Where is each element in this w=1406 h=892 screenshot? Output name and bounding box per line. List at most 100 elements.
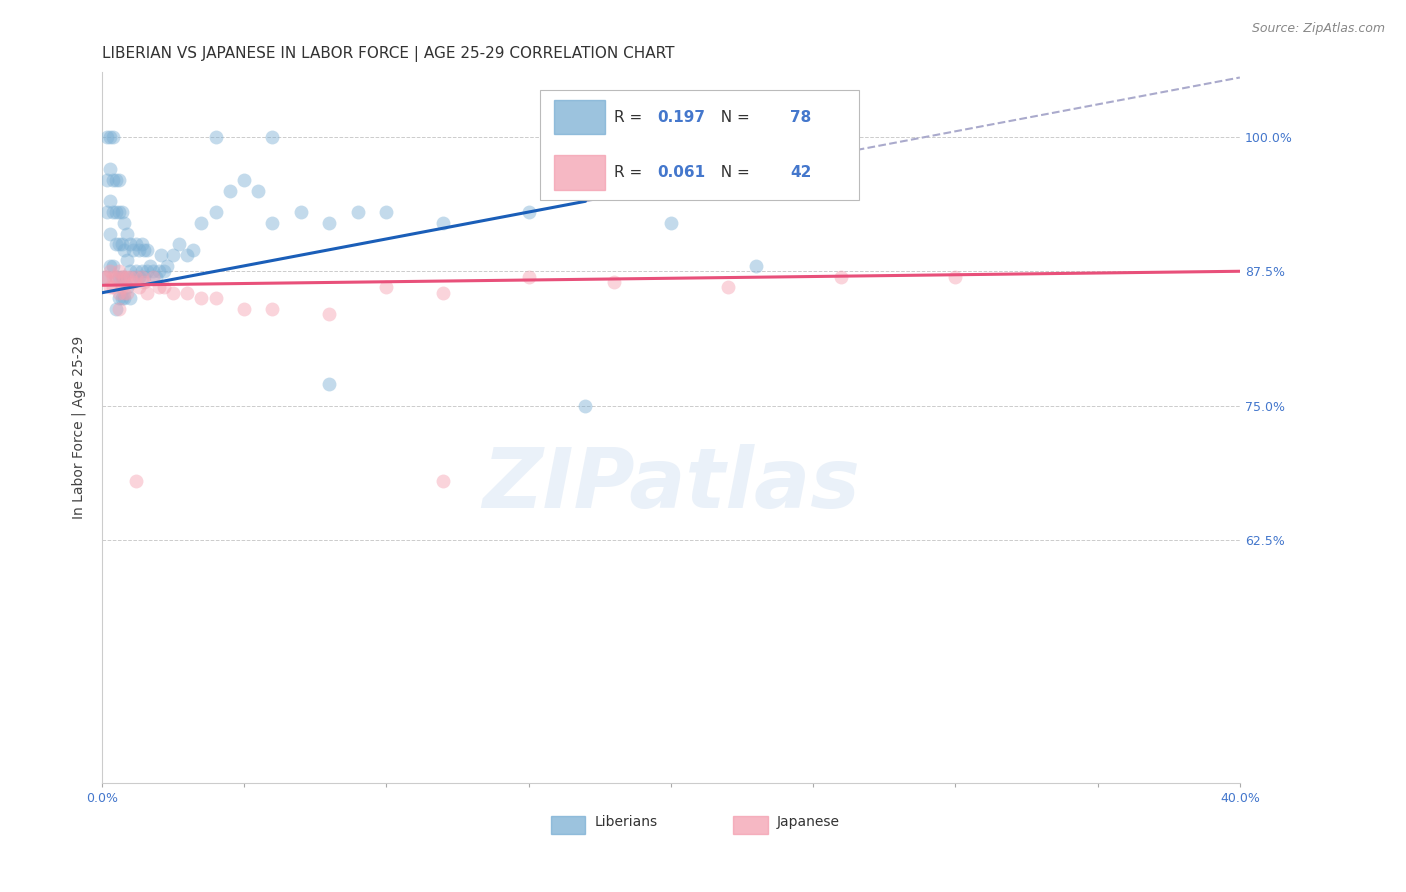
Point — [98, 264, 121, 278]
Point — [96, 129, 118, 144]
Point — [101, 173, 124, 187]
Point — [233, 301, 256, 316]
Point — [136, 264, 159, 278]
Point — [131, 269, 153, 284]
Point — [117, 253, 139, 268]
Point — [93, 269, 115, 284]
Point — [111, 291, 134, 305]
Point — [717, 280, 740, 294]
Point — [125, 269, 148, 284]
Text: Liberians: Liberians — [595, 814, 658, 829]
Point — [142, 269, 165, 284]
Point — [104, 205, 127, 219]
Point — [101, 280, 124, 294]
Point — [114, 285, 136, 300]
Point — [218, 184, 240, 198]
Point — [148, 264, 170, 278]
Point — [204, 205, 226, 219]
Text: N =: N = — [710, 165, 754, 180]
Point — [104, 237, 127, 252]
Point — [107, 269, 129, 284]
Point — [111, 280, 134, 294]
FancyBboxPatch shape — [540, 90, 859, 200]
Point — [745, 259, 768, 273]
Point — [145, 269, 167, 284]
Point — [98, 129, 121, 144]
Point — [120, 237, 142, 252]
Point — [128, 243, 150, 257]
Point — [375, 280, 398, 294]
Point — [247, 184, 270, 198]
Point — [96, 205, 118, 219]
Point — [122, 243, 145, 257]
Point — [162, 248, 184, 262]
Point — [156, 259, 179, 273]
Point — [134, 275, 156, 289]
Point — [346, 205, 368, 219]
Point — [153, 264, 176, 278]
Point — [136, 243, 159, 257]
Point — [262, 301, 284, 316]
Point — [98, 280, 121, 294]
Point — [104, 173, 127, 187]
Point — [318, 216, 340, 230]
Point — [318, 377, 340, 392]
Point — [233, 173, 256, 187]
Point — [117, 227, 139, 241]
Bar — [554, 101, 605, 135]
Point — [114, 269, 136, 284]
Y-axis label: In Labor Force | Age 25-29: In Labor Force | Age 25-29 — [72, 335, 86, 519]
Point — [101, 129, 124, 144]
Point — [517, 205, 540, 219]
Point — [125, 264, 148, 278]
Point — [262, 129, 284, 144]
Point — [139, 259, 162, 273]
Point — [128, 269, 150, 284]
Point — [204, 291, 226, 305]
Point — [101, 259, 124, 273]
Point — [114, 216, 136, 230]
Text: LIBERIAN VS JAPANESE IN LABOR FORCE | AGE 25-29 CORRELATION CHART: LIBERIAN VS JAPANESE IN LABOR FORCE | AG… — [101, 46, 675, 62]
Point — [142, 264, 165, 278]
Point — [122, 269, 145, 284]
Point — [432, 474, 454, 488]
Point — [107, 173, 129, 187]
Bar — [551, 816, 585, 834]
Point — [432, 285, 454, 300]
Text: R =: R = — [614, 110, 647, 125]
Point — [107, 285, 129, 300]
Point — [131, 264, 153, 278]
Point — [122, 275, 145, 289]
Point — [150, 248, 173, 262]
Text: R =: R = — [614, 165, 647, 180]
Point — [98, 259, 121, 273]
Point — [176, 285, 198, 300]
Point — [111, 205, 134, 219]
Point — [190, 291, 212, 305]
Point — [104, 269, 127, 284]
Point — [432, 216, 454, 230]
Text: 0.061: 0.061 — [657, 165, 706, 180]
Text: Japanese: Japanese — [776, 814, 839, 829]
Point — [96, 173, 118, 187]
Point — [96, 269, 118, 284]
Point — [831, 269, 853, 284]
Point — [107, 205, 129, 219]
Point — [98, 194, 121, 209]
Point — [318, 307, 340, 321]
Text: 78: 78 — [790, 110, 811, 125]
Point — [120, 269, 142, 284]
Point — [148, 280, 170, 294]
Point — [190, 216, 212, 230]
Point — [603, 275, 626, 289]
Point — [111, 269, 134, 284]
Point — [114, 291, 136, 305]
Point — [176, 248, 198, 262]
Point — [943, 269, 966, 284]
Text: 0.197: 0.197 — [657, 110, 706, 125]
Point — [375, 205, 398, 219]
Point — [120, 264, 142, 278]
Point — [111, 269, 134, 284]
Point — [162, 285, 184, 300]
Text: Source: ZipAtlas.com: Source: ZipAtlas.com — [1251, 22, 1385, 36]
